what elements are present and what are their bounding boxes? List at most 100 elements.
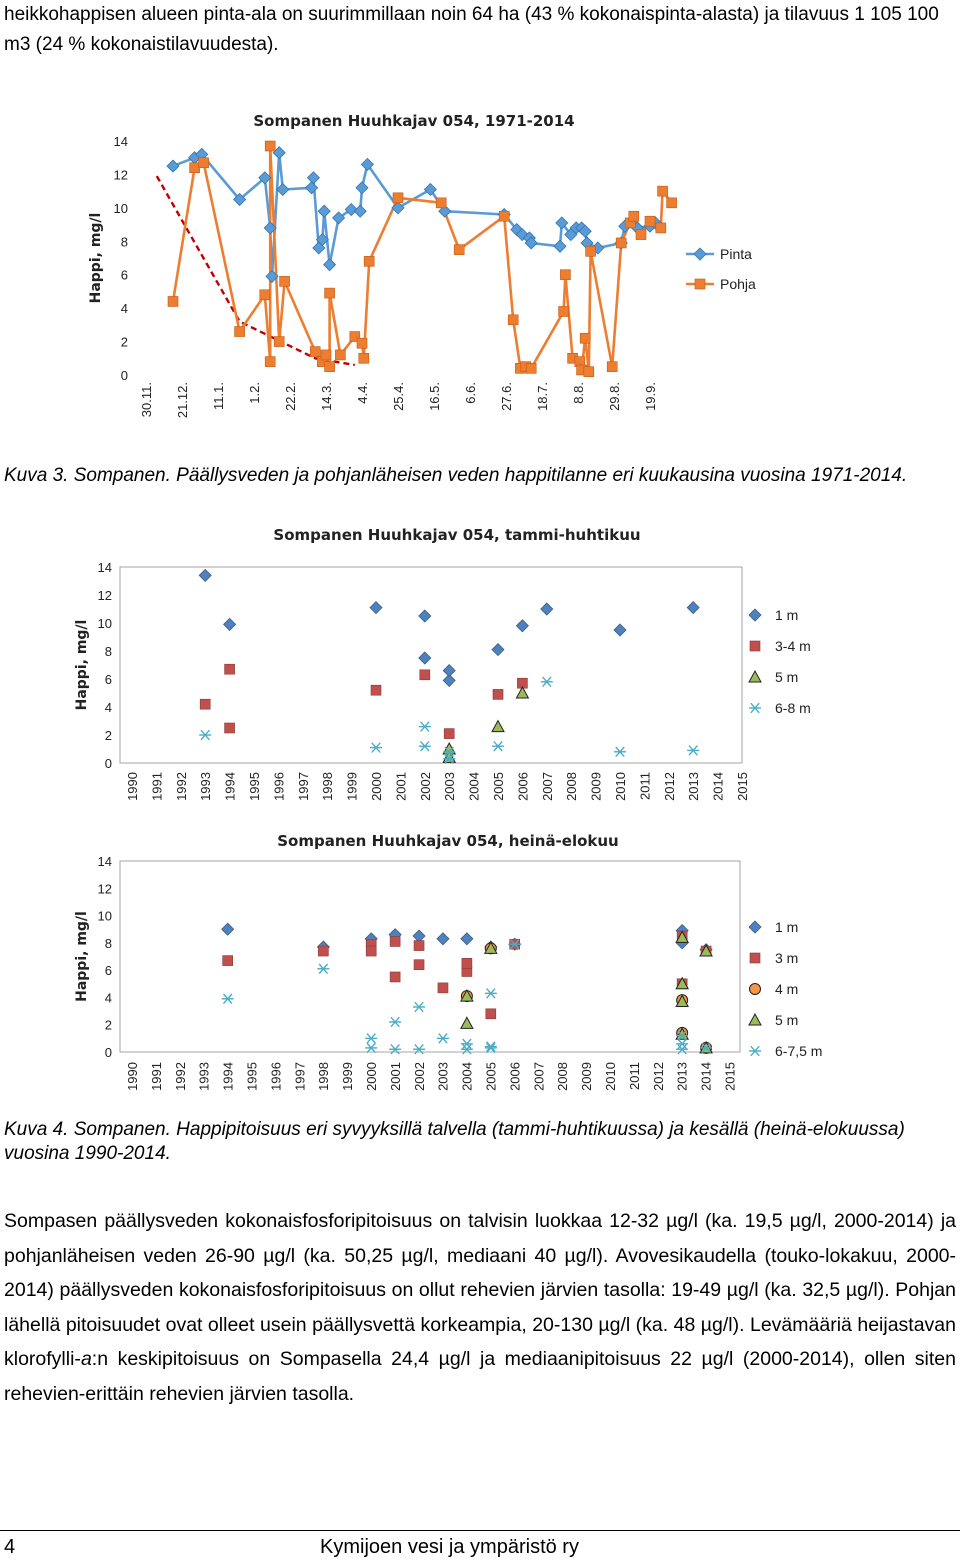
data-point — [483, 941, 498, 954]
x-tick-label: 2010 — [613, 772, 628, 801]
data-point — [578, 224, 592, 238]
x-tick-label: 2003 — [442, 772, 457, 801]
data-point — [418, 721, 431, 732]
data-point — [442, 673, 456, 687]
legend-marker — [749, 1045, 761, 1057]
data-point — [353, 204, 367, 218]
y-tick-label: 10 — [98, 909, 112, 924]
x-tick-label: 2002 — [412, 1062, 427, 1091]
plot-area — [119, 566, 743, 764]
data-point — [222, 955, 233, 966]
x-tick-label: 2008 — [555, 1062, 570, 1091]
legend-label: 6-7,5 m — [775, 1043, 822, 1059]
x-tick-label: 2002 — [418, 772, 433, 801]
x-tick-label: 2015 — [723, 1062, 738, 1091]
data-point — [676, 1030, 689, 1041]
body-paragraph: Sompasen päällysveden kokonaisfosforipit… — [4, 1204, 956, 1412]
legend-label: 5 m — [775, 669, 798, 685]
data-point — [324, 287, 335, 299]
legend-label: Pohja — [720, 276, 756, 292]
chart-svg-winter: Sompanen Huuhkajav 054, tammi-huhtikuu 0 2… — [74, 526, 811, 801]
x-tick-label: 14.3. — [319, 382, 334, 411]
y-tick-label: 8 — [105, 644, 112, 659]
data-point — [224, 663, 235, 675]
data-point — [686, 601, 700, 615]
data-point — [234, 326, 245, 337]
data-point — [276, 182, 290, 197]
x-tick-label: 2015 — [735, 772, 750, 801]
x-tick-label: 1997 — [296, 772, 311, 801]
x-tick-label: 1.2. — [247, 382, 262, 404]
data-point — [389, 936, 401, 947]
data-point — [558, 306, 569, 317]
legend-marker — [694, 278, 706, 290]
data-point — [484, 988, 497, 999]
y-axis-label: Happi, mg/l — [88, 213, 104, 304]
data-point — [675, 930, 690, 943]
body-text-end: :n keskipitoisuus on Sompasella 24,4 µg/… — [4, 1348, 956, 1405]
data-point — [555, 216, 569, 230]
data-point — [224, 722, 235, 734]
data-point — [606, 361, 618, 372]
x-tick-label: 30.11. — [139, 382, 154, 417]
legend-label: 1 m — [775, 919, 798, 935]
x-tick-label: 1994 — [223, 772, 238, 801]
data-point — [309, 346, 321, 357]
chart-oxygen-winter: Sompanen Huuhkajav 054, tammi-huhtikuu 0 2… — [0, 516, 960, 820]
data-point — [687, 745, 700, 756]
data-point — [492, 740, 504, 752]
data-point — [676, 1038, 689, 1050]
data-point — [553, 239, 567, 253]
x-tick-label: 2005 — [484, 1062, 499, 1091]
legend-marker — [748, 1012, 762, 1026]
data-point — [259, 289, 271, 301]
legend-label: 4 m — [775, 981, 798, 997]
x-tick-label: 16.5. — [427, 382, 442, 411]
x-tick-label: 1996 — [271, 772, 286, 801]
data-point — [199, 698, 211, 710]
data-point — [344, 202, 358, 217]
data-point — [436, 1033, 449, 1044]
data-point — [442, 664, 456, 678]
x-tick-label: 21.12. — [175, 382, 190, 418]
data-point — [442, 750, 457, 763]
plot-area — [119, 860, 741, 1053]
x-tick-label: 4.4. — [355, 382, 370, 404]
legend-marker — [748, 920, 762, 934]
x-tick-label: 1990 — [125, 1062, 140, 1091]
x-tick-label: 27.6. — [499, 382, 514, 411]
x-tick-label: 19.9. — [643, 382, 658, 411]
data-point — [635, 229, 647, 240]
data-point — [413, 959, 425, 970]
y-tick-label: 6 — [121, 268, 128, 283]
y-axis-label: Happi, mg/l — [74, 620, 90, 711]
x-tick-label: 2010 — [603, 1062, 618, 1091]
chart-title: Sompanen Huuhkajav 054, tammi-huhtikuu — [273, 526, 640, 544]
figure-caption-3: Kuva 3. Sompanen. Päällysveden ja pohjan… — [4, 465, 908, 486]
x-tick-label: 2003 — [436, 1062, 451, 1091]
x-tick-label: 29.8. — [607, 382, 622, 411]
data-point — [628, 210, 640, 222]
data-point — [498, 210, 510, 222]
figure-caption-4: Kuva 4. Sompanen. Happipitoisuus eri syv… — [4, 1119, 905, 1164]
x-tick-label: 2009 — [589, 772, 604, 801]
x-tick-label: 2007 — [531, 1062, 546, 1091]
data-point — [644, 215, 656, 227]
data-point — [323, 258, 337, 272]
data-point — [263, 221, 277, 235]
x-tick-label: 2004 — [460, 1062, 475, 1091]
x-tick-label: 1995 — [247, 772, 262, 801]
x-tick-label: 2014 — [699, 1062, 714, 1091]
data-point — [438, 204, 452, 218]
data-point — [189, 162, 200, 174]
x-tick-label: 2001 — [388, 1062, 403, 1091]
data-point — [491, 719, 505, 733]
x-tick-label: 2012 — [662, 772, 677, 801]
y-tick-label: 2 — [105, 1018, 112, 1033]
x-tick-label: 1998 — [320, 772, 335, 801]
x-tick-label: 8.8. — [571, 382, 586, 404]
y-axis-label: Happi, mg/l — [74, 911, 90, 1002]
legend-marker — [749, 983, 761, 995]
data-point — [324, 361, 335, 372]
y-tick-label: 4 — [105, 990, 112, 1005]
